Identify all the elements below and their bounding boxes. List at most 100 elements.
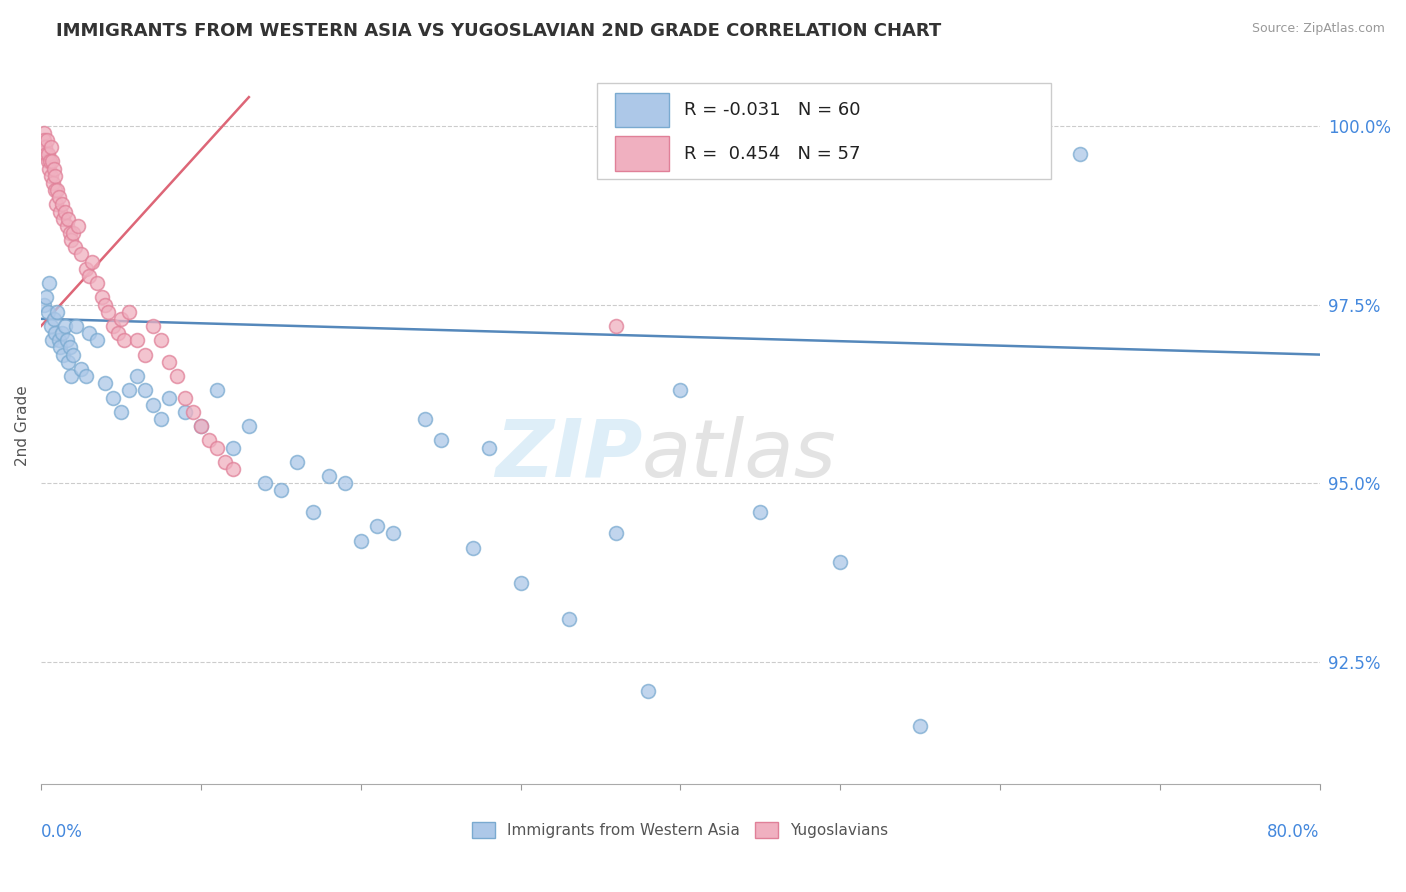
Point: [94, 297, 117, 311]
Point: [101, 318, 124, 333]
Point: [59, 226, 82, 240]
Point: [461, 541, 484, 555]
Point: [125, 369, 148, 384]
Point: [112, 333, 135, 347]
Point: [44, 169, 66, 183]
FancyBboxPatch shape: [598, 83, 1052, 179]
Point: [429, 434, 451, 448]
Point: [125, 333, 148, 347]
Point: [222, 441, 245, 455]
Point: [118, 304, 141, 318]
Point: [253, 476, 276, 491]
Point: [66, 219, 89, 233]
Point: [35, 133, 58, 147]
Point: [44, 326, 66, 340]
Point: [413, 412, 436, 426]
Point: [557, 612, 579, 626]
Point: [118, 384, 141, 398]
Point: [174, 405, 197, 419]
Point: [149, 412, 172, 426]
Point: [58, 211, 80, 226]
Legend: Immigrants from Western Asia, Yugoslavians: Immigrants from Western Asia, Yugoslavia…: [465, 816, 894, 844]
Point: [142, 318, 165, 333]
Text: atlas: atlas: [643, 416, 837, 494]
Y-axis label: 2nd Grade: 2nd Grade: [15, 385, 30, 467]
Point: [39, 140, 62, 154]
Point: [509, 576, 531, 591]
Point: [908, 719, 931, 733]
Point: [157, 355, 180, 369]
Point: [381, 526, 404, 541]
Point: [110, 311, 132, 326]
Point: [41, 169, 63, 183]
Point: [48, 333, 70, 347]
Text: R = -0.031   N = 60: R = -0.031 N = 60: [685, 101, 860, 119]
Point: [205, 441, 228, 455]
Point: [214, 455, 236, 469]
Text: Source: ZipAtlas.com: Source: ZipAtlas.com: [1251, 22, 1385, 36]
Point: [42, 311, 65, 326]
Point: [75, 261, 97, 276]
Point: [60, 233, 83, 247]
Point: [37, 154, 59, 169]
Point: [101, 391, 124, 405]
Point: [62, 226, 84, 240]
Point: [60, 369, 83, 384]
Point: [86, 276, 108, 290]
Point: [35, 290, 58, 304]
Point: [333, 476, 356, 491]
Text: 0.0%: 0.0%: [41, 823, 83, 841]
Point: [149, 333, 172, 347]
Point: [46, 183, 69, 197]
Point: [77, 268, 100, 283]
Point: [70, 362, 93, 376]
Point: [49, 341, 72, 355]
Point: [44, 183, 66, 197]
Point: [166, 369, 188, 384]
Point: [142, 398, 165, 412]
Point: [48, 190, 70, 204]
Point: [55, 333, 77, 347]
Point: [94, 376, 117, 391]
Point: [190, 419, 212, 434]
Point: [59, 341, 82, 355]
Point: [37, 304, 59, 318]
Point: [32, 126, 55, 140]
Point: [51, 197, 73, 211]
Point: [77, 326, 100, 340]
Point: [49, 204, 72, 219]
Point: [86, 333, 108, 347]
Point: [41, 154, 63, 169]
Point: [174, 391, 197, 405]
Point: [669, 384, 692, 398]
Text: ZIP: ZIP: [495, 416, 643, 494]
Point: [46, 304, 69, 318]
Point: [41, 333, 63, 347]
Point: [35, 147, 58, 161]
Point: [45, 197, 67, 211]
Point: [318, 469, 340, 483]
Text: 80.0%: 80.0%: [1267, 823, 1320, 841]
Bar: [616, 93, 669, 128]
Point: [51, 326, 73, 340]
Point: [97, 304, 120, 318]
Point: [605, 526, 627, 541]
Point: [181, 405, 204, 419]
Point: [34, 140, 56, 154]
Point: [830, 555, 852, 569]
Point: [190, 419, 212, 434]
Text: R =  0.454   N = 57: R = 0.454 N = 57: [685, 145, 860, 162]
Point: [301, 505, 323, 519]
Point: [157, 391, 180, 405]
Point: [366, 519, 388, 533]
Point: [107, 326, 129, 340]
Bar: [616, 136, 669, 170]
Point: [270, 483, 292, 498]
Point: [134, 348, 156, 362]
Point: [53, 318, 76, 333]
Point: [110, 405, 132, 419]
Point: [63, 240, 86, 254]
Point: [637, 683, 659, 698]
Point: [198, 434, 221, 448]
Text: IMMIGRANTS FROM WESTERN ASIA VS YUGOSLAVIAN 2ND GRADE CORRELATION CHART: IMMIGRANTS FROM WESTERN ASIA VS YUGOSLAV…: [56, 22, 942, 40]
